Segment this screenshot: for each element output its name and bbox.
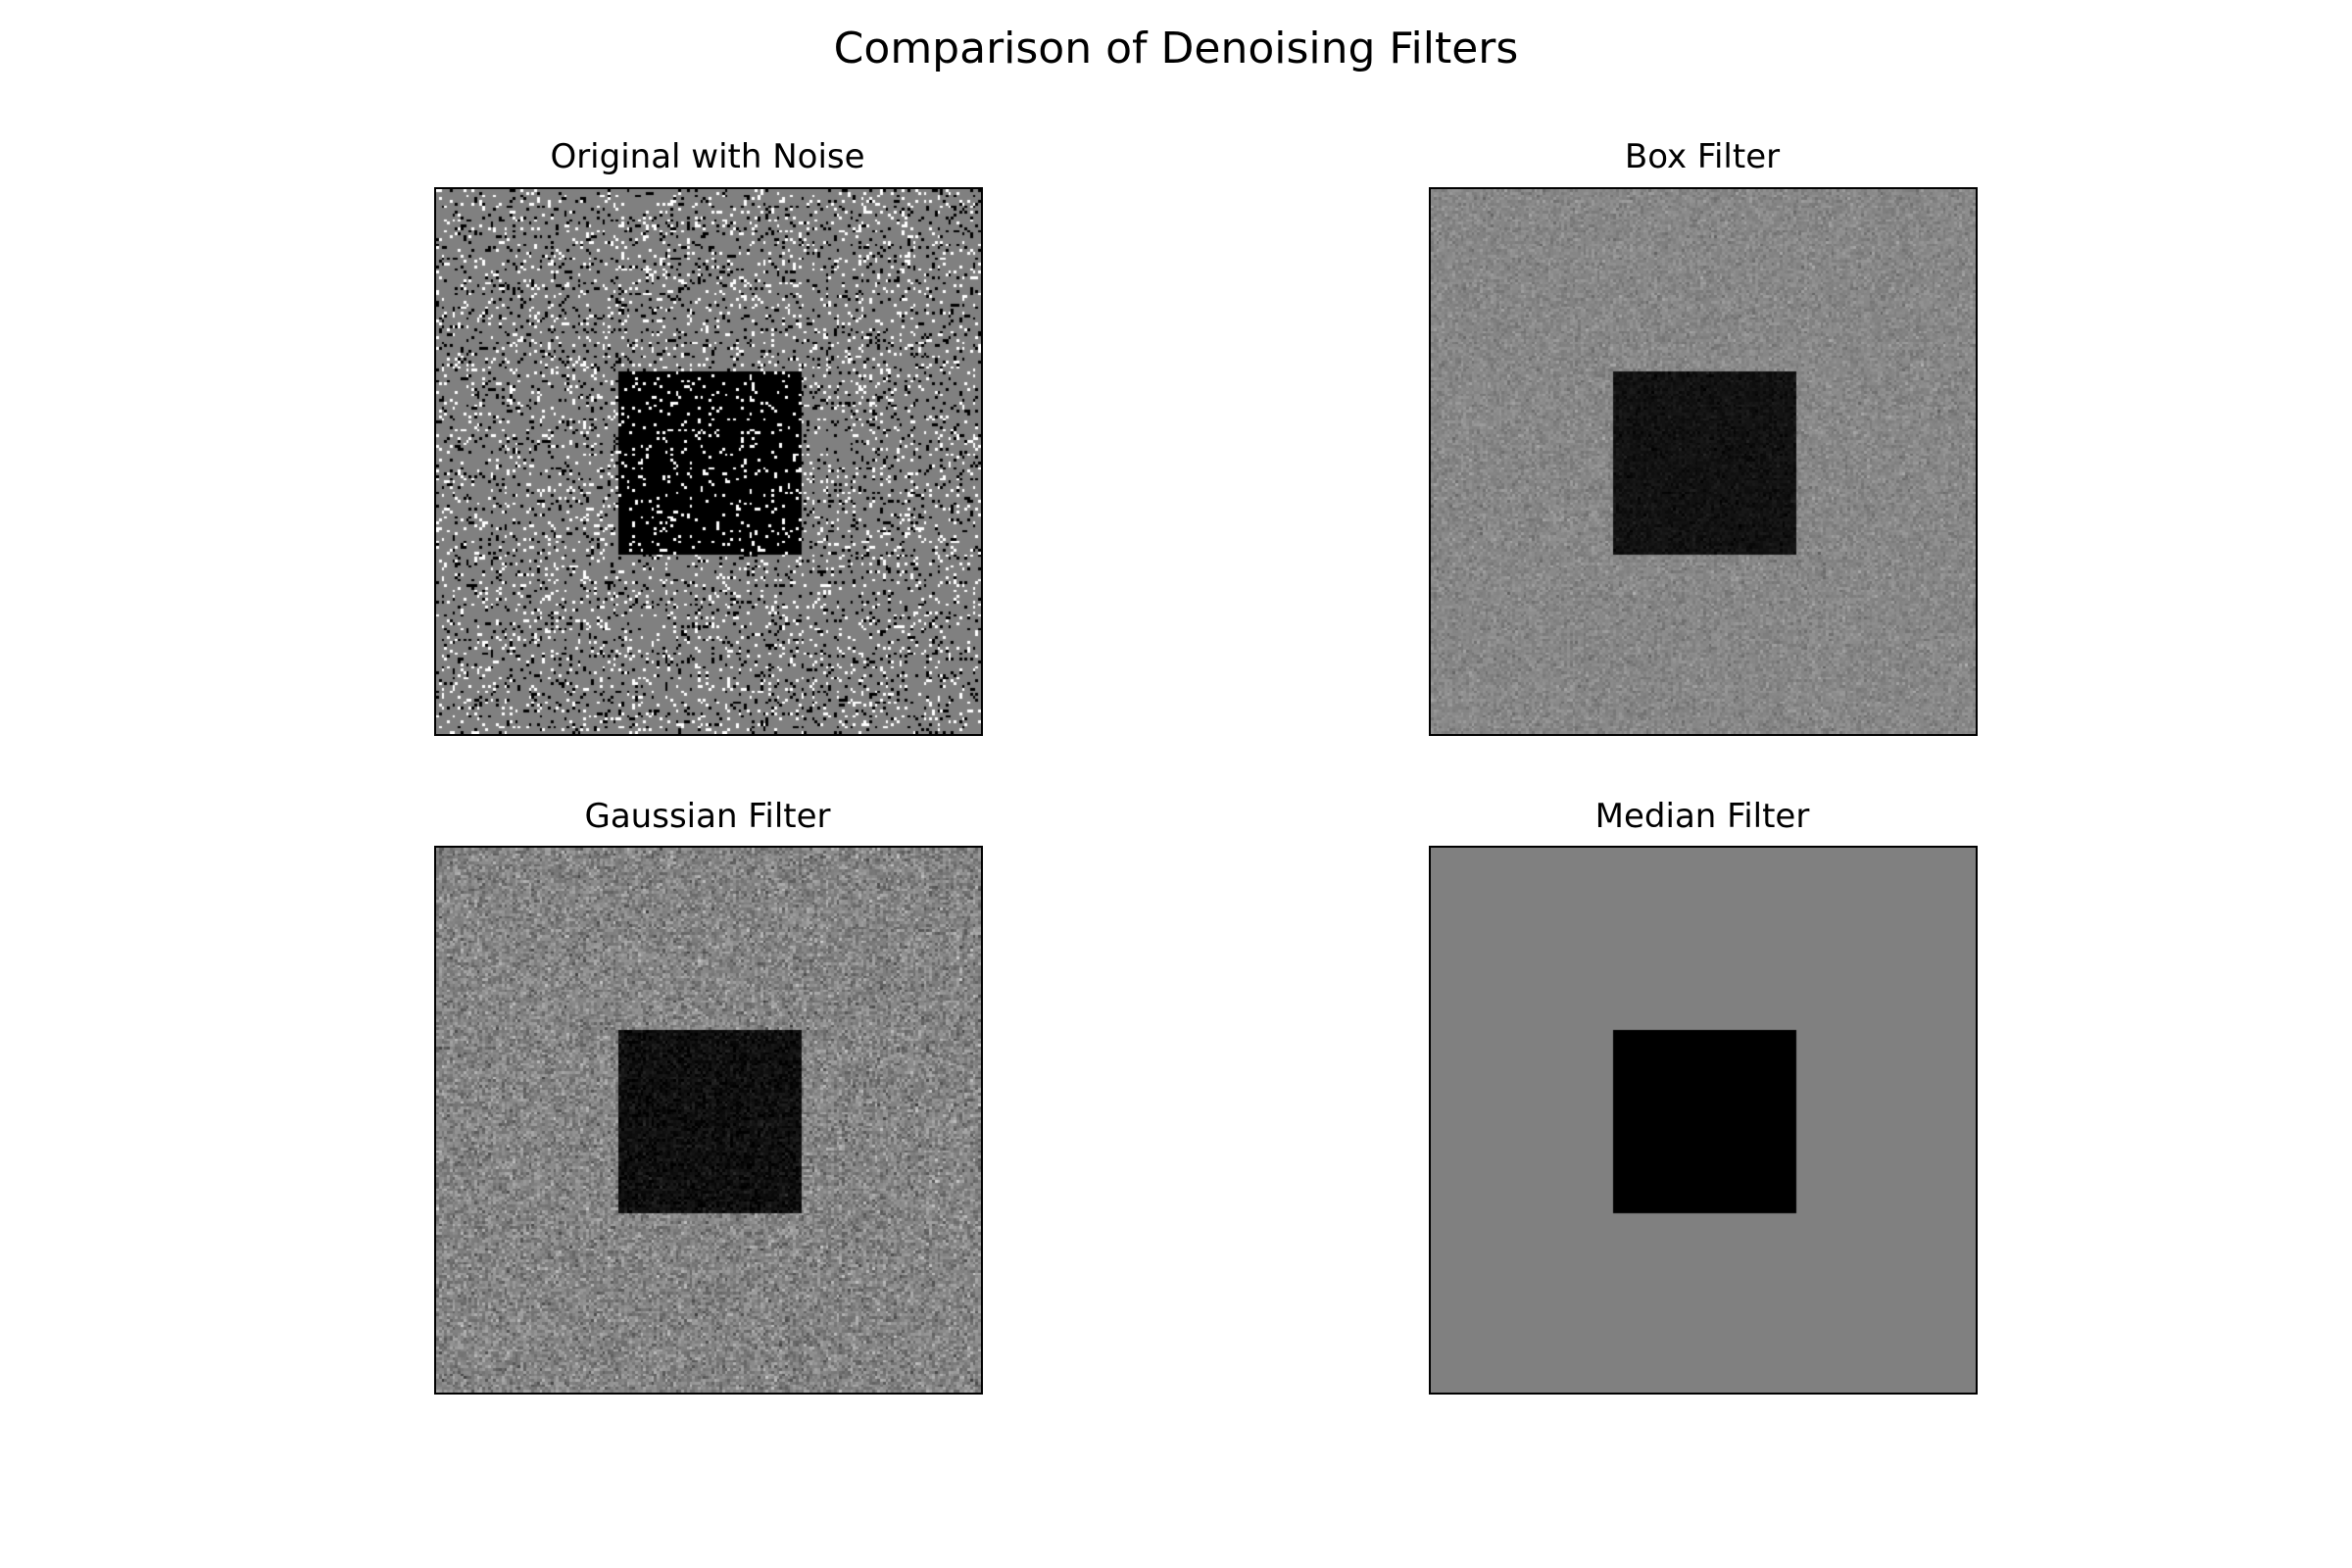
image-canvas-median-filter <box>1431 848 1976 1393</box>
image-canvas-box-filter <box>1431 189 1976 734</box>
panel-title-box-filter: Box Filter <box>1624 137 1781 176</box>
image-gaussian-filter <box>434 846 983 1395</box>
image-canvas-gaussian-filter <box>436 848 981 1393</box>
panel-title-original: Original with Noise <box>550 137 865 176</box>
panel-title-gaussian-filter: Gaussian Filter <box>584 797 831 836</box>
image-median-filter <box>1429 846 1978 1395</box>
image-box-filter <box>1429 187 1978 736</box>
image-canvas-original <box>436 189 981 734</box>
figure-title: Comparison of Denoising Filters <box>833 24 1519 74</box>
panel-title-median-filter: Median Filter <box>1594 797 1810 836</box>
image-original-with-noise <box>434 187 983 736</box>
